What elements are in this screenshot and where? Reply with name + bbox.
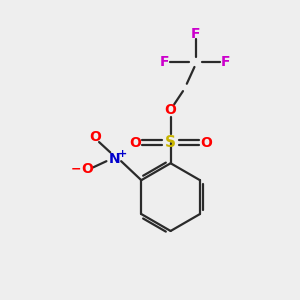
Text: −: − — [71, 163, 82, 176]
Text: F: F — [191, 27, 200, 41]
Text: O: O — [165, 103, 176, 117]
Text: O: O — [90, 130, 101, 144]
Text: N: N — [109, 152, 121, 166]
Text: +: + — [118, 149, 128, 159]
Text: O: O — [81, 162, 93, 176]
Text: O: O — [129, 136, 141, 150]
Text: F: F — [160, 55, 169, 69]
Text: F: F — [220, 55, 230, 69]
Text: O: O — [200, 136, 212, 150]
Text: S: S — [165, 135, 176, 150]
